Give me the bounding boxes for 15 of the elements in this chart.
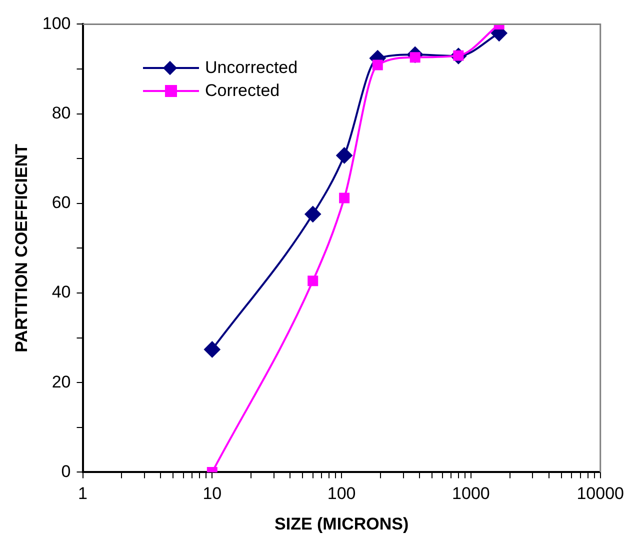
y-tick-label: 100 <box>42 14 71 33</box>
x-tick-label: 1 <box>78 484 88 504</box>
y-tick-label: 80 <box>52 103 71 122</box>
y-tick-label: 40 <box>52 282 71 302</box>
legend-label: Corrected <box>205 80 280 100</box>
y-tick-label: 20 <box>52 372 71 392</box>
x-tick-label: 1000 <box>452 484 490 504</box>
y-tick-label: 60 <box>52 193 71 212</box>
y-tick-label: 0 <box>61 462 71 481</box>
x-tick-label: 100 <box>327 484 356 504</box>
y-axis-title: PARTITION COEFFICIENT <box>12 143 31 352</box>
x-tick-label: 10 <box>202 484 222 504</box>
x-axis-title: SIZE (MICRONS) <box>274 514 409 534</box>
legend-label: Uncorrected <box>205 58 298 78</box>
x-tick-label: 10000 <box>576 484 624 504</box>
